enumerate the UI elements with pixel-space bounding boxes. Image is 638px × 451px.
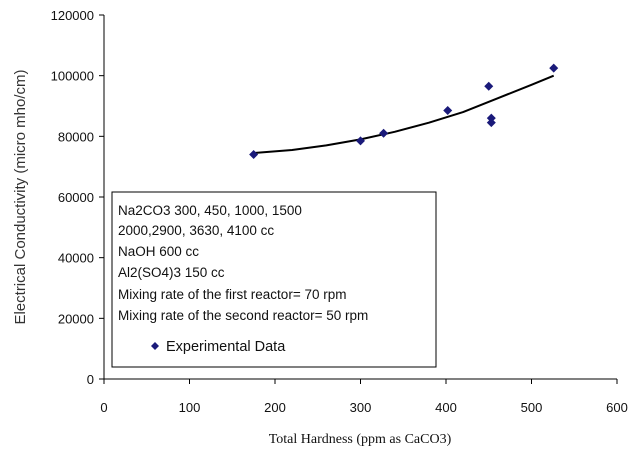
data-point <box>484 81 494 91</box>
legend-label: Experimental Data <box>166 339 286 355</box>
annotation-line-4: Al2(SO4)3 150 cc <box>118 265 225 280</box>
legend-marker <box>151 342 159 350</box>
data-point <box>356 136 365 146</box>
y-axis-title: Electrical Conductivity (micro mho/cm) <box>12 69 29 324</box>
x-tick-label: 200 <box>264 400 286 415</box>
y-tick-label: 60000 <box>58 190 94 205</box>
y-tick-label: 40000 <box>58 251 94 266</box>
data-point <box>549 63 559 73</box>
y-tick-label: 120000 <box>51 8 94 23</box>
data-point <box>379 128 389 138</box>
y-tick-label: 80000 <box>58 129 94 144</box>
data-point <box>486 113 496 123</box>
x-tick-label: 500 <box>521 400 543 415</box>
x-tick-label: 400 <box>435 400 457 415</box>
annotation-line-2: 2000,2900, 3630, 4100 cc <box>118 223 274 238</box>
data-point <box>249 150 259 160</box>
fit-curve <box>253 74 555 154</box>
data-point <box>486 118 496 128</box>
x-tick-label: 100 <box>179 400 201 415</box>
annotation-line-3: NaOH 600 cc <box>118 244 199 259</box>
x-axis-title: Total Hardness (ppm as CaCO3) <box>269 432 452 447</box>
x-tick-label: 0 <box>100 400 107 415</box>
y-tick-label: 20000 <box>58 311 94 326</box>
annotation-line-1: Na2CO3 300, 450, 1000, 1500 <box>118 203 302 218</box>
y-tick-label: 100000 <box>51 69 94 84</box>
y-tick-label: 0 <box>87 372 94 387</box>
x-tick-label: 600 <box>606 400 628 415</box>
annotation-line-6: Mixing rate of the second reactor= 50 rp… <box>118 308 368 323</box>
annotation-line-5: Mixing rate of the first reactor= 70 rpm <box>118 287 346 302</box>
annotation-box <box>111 191 437 368</box>
x-tick-label: 300 <box>350 400 372 415</box>
data-point <box>443 106 453 116</box>
